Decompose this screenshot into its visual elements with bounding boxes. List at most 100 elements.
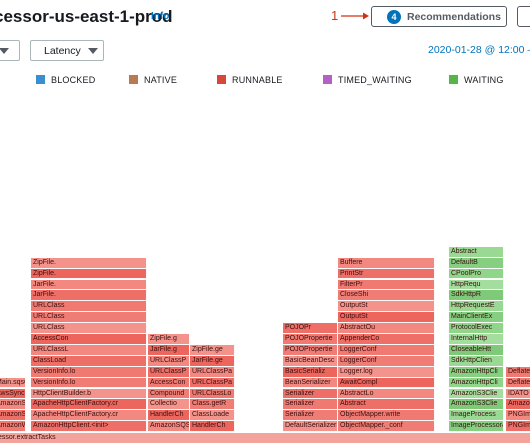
flame-frame[interactable]: HttpRequ <box>449 279 504 291</box>
flame-frame[interactable]: Class.getR <box>190 399 235 411</box>
header-action-button[interactable] <box>517 6 530 27</box>
view-select[interactable] <box>0 40 20 61</box>
flame-frame[interactable]: POJOPr <box>283 323 338 334</box>
flame-frame[interactable]: AbstractLo <box>338 388 435 400</box>
metric-select[interactable]: Latency <box>30 40 104 61</box>
flame-frame[interactable]: IDATO <box>506 388 530 400</box>
flame-frame[interactable]: ZipFile. <box>31 268 147 280</box>
flame-frame[interactable]: Abstract <box>449 246 504 258</box>
flame-frame[interactable]: VersionInfo.lo <box>31 377 147 389</box>
flame-frame[interactable]: PNGIm <box>506 410 530 422</box>
flame-frame[interactable]: CPoolPro <box>449 268 504 280</box>
flame-frame[interactable]: AccessCon <box>31 334 147 345</box>
legend-item-native: NATIVE <box>129 75 177 85</box>
info-link[interactable]: Info <box>151 11 170 22</box>
flame-frame[interactable]: AwaitCompl <box>338 377 435 389</box>
flame-frame[interactable]: ApacheHttpClientFactory.cr <box>31 399 147 411</box>
time-range-link[interactable]: 2020-01-28 @ 12:00 – <box>428 44 530 56</box>
flame-frame[interactable]: POJOPropertie <box>283 344 338 356</box>
flame-frame[interactable]: Main.sqsClient <box>0 377 26 389</box>
recommendations-button[interactable]: 4 Recommendations <box>371 6 507 27</box>
flame-frame[interactable]: AccessCon <box>148 377 190 389</box>
flame-frame[interactable]: URLClassL <box>31 344 147 356</box>
flame-frame[interactable]: Serializer <box>283 388 338 400</box>
flame-frame[interactable]: Serializer <box>283 399 338 411</box>
flame-frame[interactable]: URLClassPa <box>190 366 235 378</box>
flame-frame[interactable]: Serializer <box>283 410 338 422</box>
flame-frame[interactable]: URLClass <box>31 323 147 334</box>
flame-frame[interactable]: Buffere <box>338 257 435 269</box>
flame-frame[interactable]: URLClass <box>31 301 147 313</box>
flame-frame[interactable]: ImageProcessor&Brighten <box>449 421 504 433</box>
flame-frame[interactable]: JarFile.ge <box>190 355 235 367</box>
flame-frame[interactable]: AmazonS <box>506 399 530 411</box>
flame-frame[interactable]: CloseShi <box>338 290 435 302</box>
flame-frame[interactable]: CloseableHtt <box>449 344 504 356</box>
flame-frame[interactable]: ZipFile.g <box>148 334 190 345</box>
flame-frame[interactable]: ZipFile.ge <box>190 344 235 356</box>
flame-frame[interactable]: URLClassPa <box>190 377 235 389</box>
flame-frame[interactable]: BasicSerializ <box>283 366 338 378</box>
flame-frame[interactable]: URLClassP <box>148 366 190 378</box>
flame-frame[interactable]: AbstractOu <box>338 323 435 334</box>
flame-frame[interactable]: ZipFile. <box>31 257 147 269</box>
flame-frame[interactable]: HttpClientBuilder.b <box>31 388 147 400</box>
flame-frame[interactable]: Logger.log <box>338 366 435 378</box>
flame-frame[interactable]: ImageProcess <box>449 410 504 422</box>
flame-frame[interactable]: ObjectMapper.write <box>338 410 435 422</box>
flame-frame[interactable]: LoggerConf <box>338 344 435 356</box>
flame-frame[interactable]: Deflate <box>506 377 530 389</box>
flame-frame[interactable]: Abstract <box>338 399 435 411</box>
flame-frame[interactable]: ObjectMapper._conf <box>338 421 435 433</box>
flame-frame[interactable]: Compound <box>148 388 190 400</box>
flame-frame[interactable]: AppenderCo <box>338 334 435 345</box>
flame-frame[interactable]: URLClass <box>31 312 147 324</box>
flame-frame[interactable]: DefaultB <box>449 257 504 269</box>
flame-frame[interactable]: PrintStr <box>338 268 435 280</box>
flame-frame[interactable]: AmazonSQSClient.<init> <box>0 410 26 422</box>
flame-frame[interactable]: AmazonHttpCli <box>449 377 504 389</box>
flame-frame[interactable]: OutputSt <box>338 312 435 324</box>
flame-frame[interactable]: LoggerConf <box>338 355 435 367</box>
flame-frame[interactable]: AmazonSQSClient.<init> <box>148 421 190 433</box>
flame-frame[interactable]: POJOPropertie <box>283 334 338 345</box>
legend-swatch-waiting <box>449 75 458 84</box>
flame-frame[interactable]: JarFile. <box>31 279 147 291</box>
flame-frame[interactable]: AmazonS3Clie <box>449 399 504 411</box>
flame-frame[interactable]: MainClientEx <box>449 312 504 324</box>
flame-frame[interactable]: HandlerCh <box>148 410 190 422</box>
flame-frame[interactable]: HandlerCh <box>190 421 235 433</box>
flame-frame[interactable]: VersionInfo.lo <box>31 366 147 378</box>
flame-frame[interactable]: URLClassP <box>148 355 190 367</box>
flame-frame[interactable]: ProtocolExec <box>449 323 504 334</box>
flame-frame[interactable]: URLClassLo <box>190 388 235 400</box>
flame-frame[interactable]: ClassLoad <box>31 355 147 367</box>
flame-frame[interactable]: SdkHttpR <box>449 290 504 302</box>
flame-frame[interactable]: AmazonHttpClient.<init> <box>31 421 147 433</box>
flame-frame[interactable]: AwsSyncClientBuilder.build <box>0 388 26 400</box>
flame-frame[interactable]: ApacheHttpClientFactory.cr <box>31 410 147 422</box>
flame-frame[interactable]: SdkHttpClien <box>449 355 504 367</box>
flame-frame[interactable]: ClassLoade <box>190 410 235 422</box>
flame-frame[interactable]: AmazonWebServiceClient.<init> <box>0 421 26 433</box>
flame-frame[interactable]: JarFile.g <box>148 344 190 356</box>
flame-frame-root[interactable]: essor.extractTasks <box>0 433 530 443</box>
flame-frame[interactable]: Collectio <box>148 399 190 411</box>
flame-frame[interactable]: AmazonS3Clie <box>449 388 504 400</box>
legend-swatch-runnable <box>217 75 226 84</box>
flame-frame[interactable]: AmazonSQSClientBuilder.build <box>0 399 26 411</box>
flame-graph[interactable]: essor.extractTasksAmazonWebServiceClient… <box>0 66 530 443</box>
flame-frame[interactable]: Deflate <box>506 366 530 378</box>
legend-item-blocked: BLOCKED <box>36 75 95 85</box>
flame-frame[interactable]: JarFile. <box>31 290 147 302</box>
flame-frame[interactable]: InternalHttp <box>449 334 504 345</box>
flame-frame[interactable]: DefaultSerializerP <box>283 421 338 433</box>
flame-frame[interactable]: OutputSt <box>338 301 435 313</box>
flame-frame[interactable]: BeanSerializer <box>283 377 338 389</box>
flame-frame[interactable]: PNGIm <box>506 421 530 433</box>
flame-frame[interactable]: BasicBeanDesc <box>283 355 338 367</box>
flame-frame[interactable]: FilterPr <box>338 279 435 291</box>
toolbar: Latency 2020-01-28 @ 12:00 – <box>0 36 530 66</box>
flame-frame[interactable]: AmazonHttpCli <box>449 366 504 378</box>
flame-frame[interactable]: HttpRequestE <box>449 301 504 313</box>
